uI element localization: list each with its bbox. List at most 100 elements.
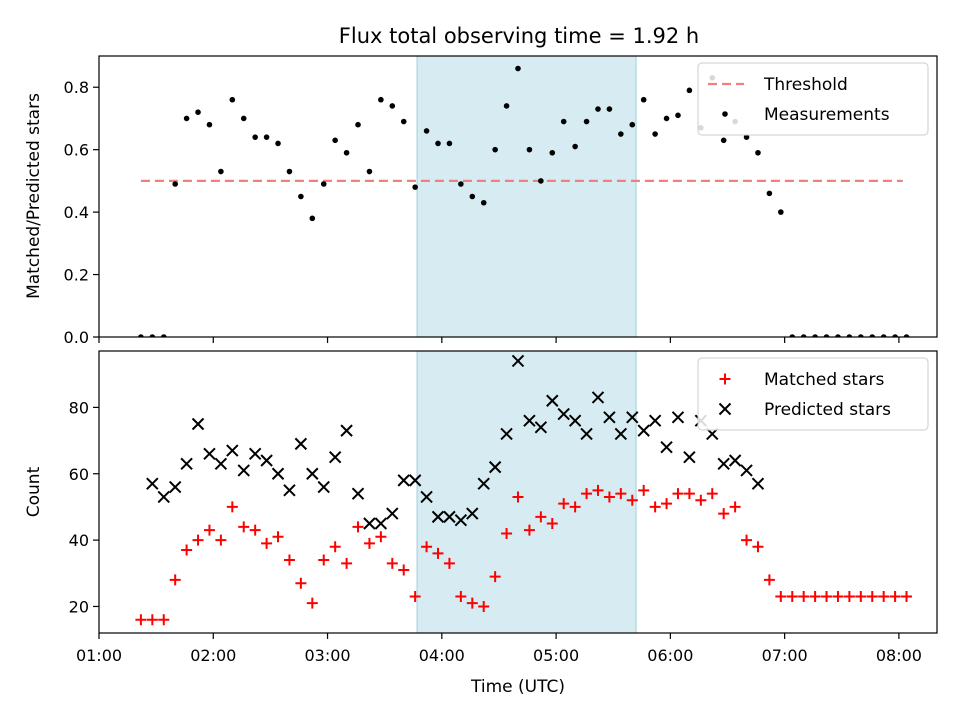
- predicted-star-point: [443, 510, 456, 524]
- predicted-star-point: [157, 490, 170, 504]
- predicted-star-point: [568, 414, 582, 427]
- matched-star-point: [272, 531, 284, 543]
- predicted-star-point: [248, 447, 262, 461]
- matched-star-point: [146, 614, 158, 626]
- matched-star-point: [706, 488, 718, 500]
- measurement-point: [766, 190, 773, 197]
- measurement-point: [892, 334, 898, 337]
- legend-predicted-marker: [718, 402, 732, 416]
- matched-star-point: [478, 600, 490, 612]
- matched-star-point: [878, 591, 890, 603]
- x-tick-label: 02:00: [190, 646, 236, 665]
- predicted-star-point: [363, 517, 376, 530]
- legend-measurement-marker: [722, 111, 728, 117]
- legend: Threshold Measurements: [697, 62, 929, 136]
- matched-star-point: [203, 524, 215, 536]
- axes-frame: [98, 350, 938, 634]
- matched-star-point: [283, 554, 295, 566]
- matched-star-point: [386, 557, 398, 569]
- matched-star-point: [752, 541, 764, 553]
- measurement-point: [320, 181, 327, 187]
- measurement-point: [675, 112, 681, 119]
- measurement-point: [480, 199, 487, 206]
- matched-star-point: [398, 564, 410, 576]
- matched-star-point: [363, 537, 375, 549]
- measurement-point: [149, 334, 156, 337]
- x-tick-label: 01:00: [76, 646, 122, 665]
- matched-star-point: [649, 501, 661, 513]
- predicted-star-point: [648, 414, 662, 427]
- measurement-point: [629, 121, 636, 128]
- predicted-star-point: [214, 457, 228, 471]
- x-tick-label: 03:00: [304, 646, 350, 665]
- measurement-point: [663, 115, 670, 122]
- predicted-star-point: [626, 411, 639, 424]
- x-tick-label: 06:00: [647, 646, 693, 665]
- predicted-star-point: [466, 507, 479, 520]
- matched-star-point: [592, 484, 604, 496]
- measurement-point: [412, 184, 418, 190]
- matched-star-point: [866, 591, 878, 603]
- predicted-star-point: [203, 447, 216, 461]
- matched-star-point: [295, 577, 307, 589]
- y-tick-label: 40: [69, 531, 89, 550]
- measurement-point: [263, 134, 270, 140]
- measurement-point: [389, 103, 396, 109]
- matched-star-point: [821, 591, 833, 603]
- measurement-point: [720, 137, 727, 144]
- predicted-star-point: [340, 424, 353, 437]
- legend: Matched stars Predicted stars: [697, 357, 929, 431]
- matched-star-point: [501, 527, 513, 539]
- measurement-point: [549, 149, 556, 156]
- measurement-point: [515, 65, 521, 72]
- matched-star-point: [535, 511, 547, 523]
- y-tick-label: 0.0: [64, 328, 89, 347]
- y-tick-label: 0.4: [64, 203, 89, 222]
- matched-star-point: [695, 494, 707, 506]
- matched-star-point: [352, 521, 364, 533]
- matched-star-point: [546, 518, 558, 530]
- measurement-point: [789, 334, 796, 337]
- measurement-point: [652, 131, 658, 137]
- matched-star-point: [443, 557, 455, 569]
- legend-matched-marker: [719, 373, 731, 385]
- measurement-point: [160, 334, 167, 337]
- measurement-point: [492, 146, 498, 153]
- matched-star-point: [306, 597, 318, 609]
- measurement-point: [309, 215, 316, 222]
- predicted-star-point: [168, 480, 182, 494]
- matched-star-point: [661, 498, 673, 510]
- predicted-star-point: [397, 474, 410, 487]
- predicted-star-point: [660, 441, 673, 454]
- matched-star-point: [809, 591, 821, 603]
- measurement-point: [560, 118, 567, 125]
- predicted-star-point: [271, 467, 285, 480]
- x-tick-label: 07:00: [762, 646, 808, 665]
- measurement-point: [778, 209, 784, 215]
- x-tick-label: 08:00: [876, 646, 922, 665]
- predicted-star-point: [477, 477, 490, 490]
- predicted-star-point: [511, 354, 525, 368]
- legend-label: Matched stars: [764, 370, 884, 390]
- predicted-star-point: [488, 460, 502, 474]
- legend-label: Predicted stars: [764, 400, 891, 420]
- predicted-star-point: [431, 510, 445, 524]
- predicted-star-point: [283, 484, 296, 497]
- predicted-star-point: [500, 427, 513, 441]
- legend-label: Measurements: [764, 105, 890, 125]
- measurement-point: [138, 334, 144, 337]
- measurement-point: [286, 168, 293, 175]
- measurement-point: [183, 115, 190, 122]
- predicted-star-point: [226, 444, 239, 457]
- predicted-star-point: [294, 437, 308, 451]
- measurement-point: [583, 118, 590, 125]
- measurement-point: [172, 181, 178, 187]
- chart-title: Flux total observing time = 1.92 h: [339, 24, 699, 48]
- measurement-point: [526, 146, 533, 153]
- measurement-point: [275, 140, 281, 147]
- measurement-point: [206, 121, 213, 128]
- measurement-point: [606, 106, 613, 112]
- matched-star-point: [832, 591, 844, 603]
- matched-star-point: [158, 614, 170, 626]
- matched-star-point: [249, 524, 261, 536]
